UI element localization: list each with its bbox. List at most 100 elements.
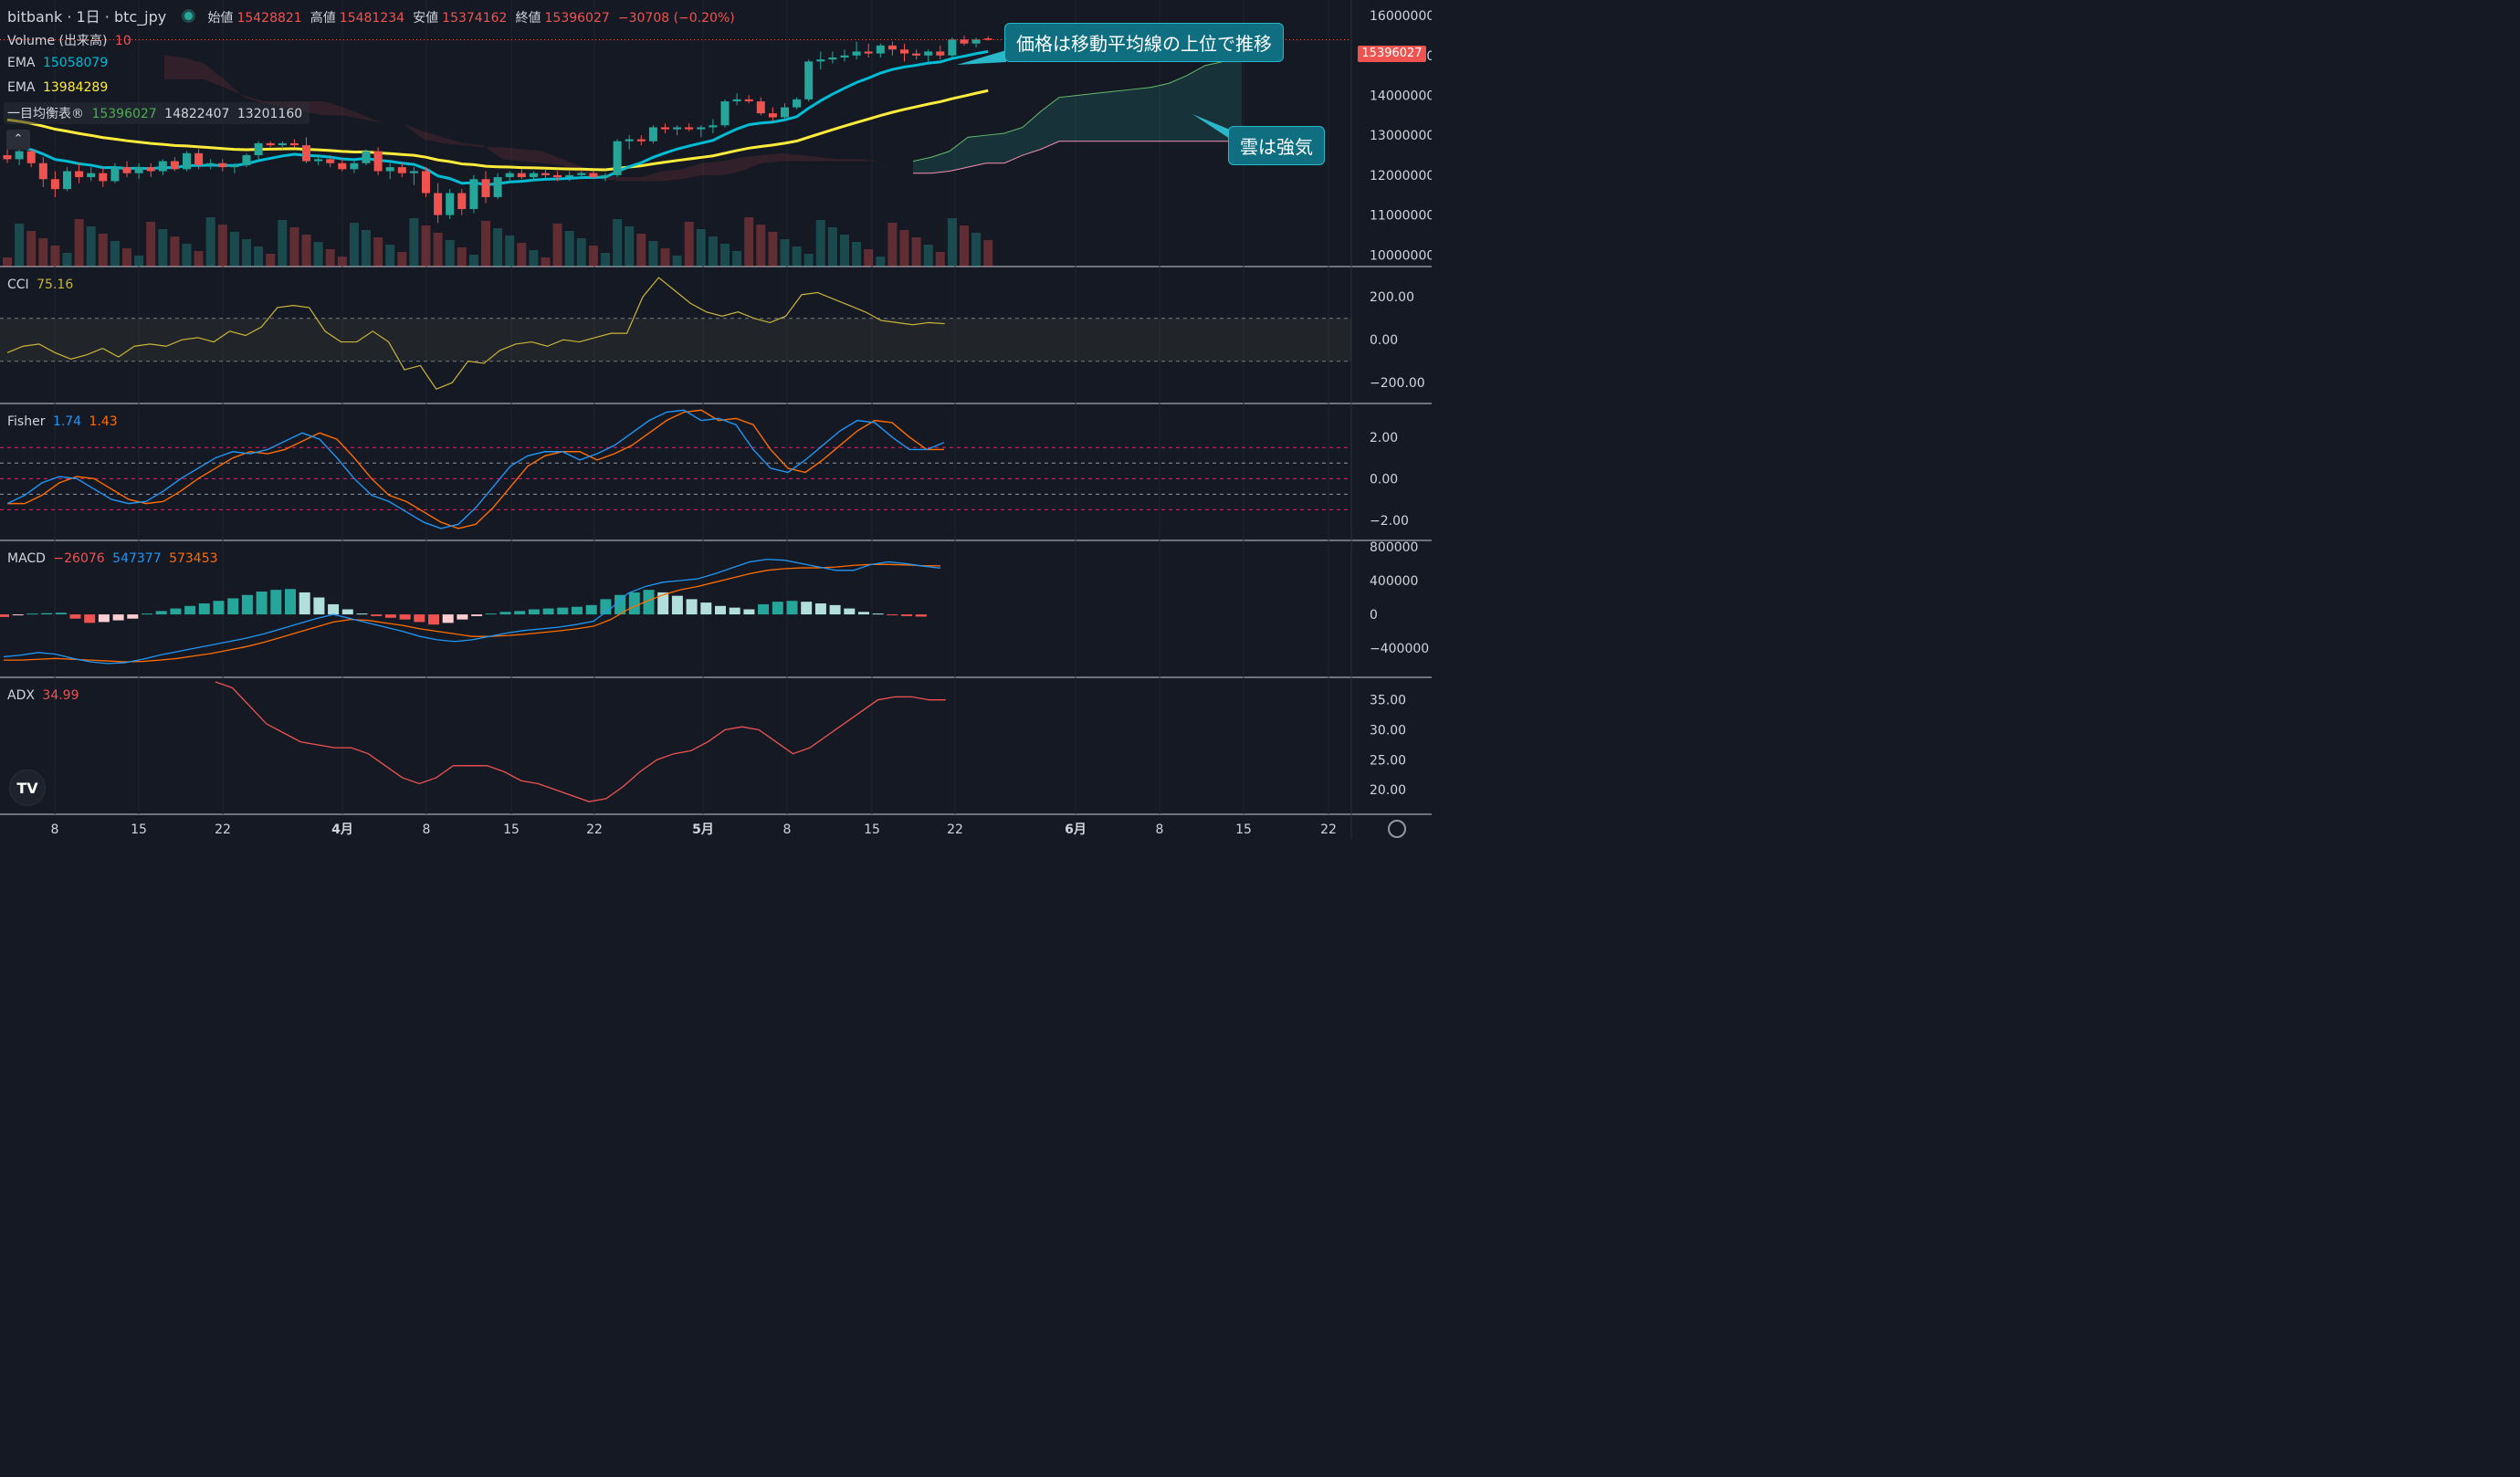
y-tick-label: 200.00: [1370, 290, 1414, 305]
volume-bar: [26, 231, 37, 267]
candle-body: [314, 159, 323, 162]
candle-body: [254, 142, 263, 156]
tradingview-logo[interactable]: TV: [9, 770, 46, 806]
volume-bar: [708, 236, 718, 267]
ema-fast-legend[interactable]: EMA 15058079: [7, 56, 111, 70]
ichimoku-cloud-bearish: [164, 55, 881, 182]
volume-bar: [696, 229, 706, 267]
macd-histogram-bar: [26, 613, 38, 615]
macd-histogram-bar: [213, 601, 225, 615]
candle-body: [673, 127, 682, 130]
volume-bar: [134, 256, 144, 267]
macd-histogram-bar: [84, 614, 96, 623]
volume-bar: [684, 222, 694, 267]
volume-bar: [923, 245, 933, 267]
y-tick-label: 14000000: [1370, 89, 1432, 103]
candle-body: [505, 173, 514, 178]
chart-canvas[interactable]: 1600000015000000140000001300000012000000…: [0, 0, 1432, 839]
ema-slow-value: 13984289: [42, 80, 109, 95]
adx-legend[interactable]: ADX 34.99: [7, 688, 83, 703]
callout-pointer: [957, 50, 1006, 65]
adx-pane: [215, 681, 946, 802]
macd-histogram-bar: [643, 590, 655, 615]
candle-body: [876, 45, 885, 54]
low-value: 15374162: [442, 11, 508, 26]
volume-bar: [588, 246, 598, 267]
macd-histogram-bar: [241, 594, 253, 615]
macd-histogram-bar: [614, 594, 626, 615]
macd-histogram-bar: [772, 602, 783, 615]
candle-body: [194, 152, 204, 165]
volume-bar: [780, 239, 790, 267]
candle-body: [158, 161, 167, 172]
volume-bar: [541, 257, 551, 267]
candle-body: [266, 142, 275, 146]
candle-body: [697, 127, 706, 130]
volume-bar: [301, 235, 311, 267]
y-tick-label: 800000: [1370, 540, 1418, 555]
header-legend: bitbank · 1日 · btc_jpy 始値 15428821 高値 1548…: [7, 5, 739, 26]
collapse-legend-button[interactable]: ⌃: [6, 130, 30, 150]
volume-bar: [517, 243, 527, 267]
callout-pointer: [1192, 114, 1230, 139]
ichimoku-legend[interactable]: 一目均衡表® 15396027 14822407 13201160: [4, 102, 310, 124]
adx-value: 34.99: [42, 688, 79, 703]
cci-legend[interactable]: CCI 75.16: [7, 278, 77, 292]
macd-histogram-bar: [915, 614, 927, 617]
macd-histogram-bar: [127, 614, 139, 619]
volume-bar: [636, 234, 646, 267]
macd-histogram-bar: [256, 592, 268, 615]
candle-body: [648, 127, 657, 141]
volume-bar: [229, 232, 239, 267]
volume-bar: [864, 249, 874, 267]
volume-bar: [648, 241, 658, 267]
macd-histogram-bar: [184, 605, 196, 615]
y-tick-label: 400000: [1370, 574, 1418, 589]
candle-body: [625, 139, 634, 141]
candle-body: [720, 101, 730, 126]
macd-histogram-bar: [585, 604, 597, 615]
y-tick-label: 10000000: [1370, 248, 1432, 263]
y-tick-label: −400000: [1370, 642, 1429, 656]
candle-body: [828, 57, 837, 60]
change-value: −30708 (−0.20%): [617, 11, 735, 26]
volume-bar: [732, 251, 742, 267]
volume-legend[interactable]: Volume (出来高) 10: [7, 31, 135, 49]
y-tick-label: 35.00: [1370, 694, 1406, 708]
candle-body: [601, 174, 610, 178]
symbol-title[interactable]: bitbank · 1日 · btc_jpy: [7, 8, 167, 26]
candle-body: [924, 51, 933, 56]
candle-body: [289, 142, 299, 146]
fisher-legend[interactable]: Fisher 1.74 1.43: [7, 414, 121, 429]
ichimoku-cloud-bullish: [913, 61, 1242, 173]
candle-body: [636, 139, 646, 141]
volume-bar: [15, 224, 25, 267]
candle-body: [756, 101, 765, 114]
volume-bar: [564, 231, 574, 267]
fisher-trigger-value: 1.43: [89, 414, 118, 429]
candle-body: [87, 173, 96, 178]
ema-slow-legend[interactable]: EMA 13984289: [7, 80, 111, 95]
candle-body: [589, 173, 598, 178]
candle-body: [446, 193, 455, 215]
candle-body: [385, 167, 394, 172]
fisher-label: Fisher: [7, 414, 46, 429]
candle-body: [326, 159, 335, 163]
settings-icon[interactable]: [1388, 820, 1406, 838]
volume-bar: [505, 236, 515, 267]
close-value: 15396027: [544, 11, 610, 26]
y-tick-label: 25.00: [1370, 753, 1406, 768]
high-value: 15481234: [339, 11, 405, 26]
chevron-up-icon: ⌃: [13, 132, 24, 146]
candle-body: [3, 155, 12, 160]
senkou-span-b-line: [913, 141, 1242, 174]
x-tick-label: 8: [423, 822, 431, 837]
candle-body: [852, 51, 861, 56]
candle-body: [350, 162, 359, 170]
volume-bar: [242, 239, 251, 267]
macd-histogram-bar: [887, 614, 898, 616]
candle-body: [134, 167, 143, 173]
volume-bar: [313, 242, 323, 267]
candle-body: [804, 61, 814, 100]
macd-legend[interactable]: MACD −26076 547377 573453: [7, 551, 222, 566]
